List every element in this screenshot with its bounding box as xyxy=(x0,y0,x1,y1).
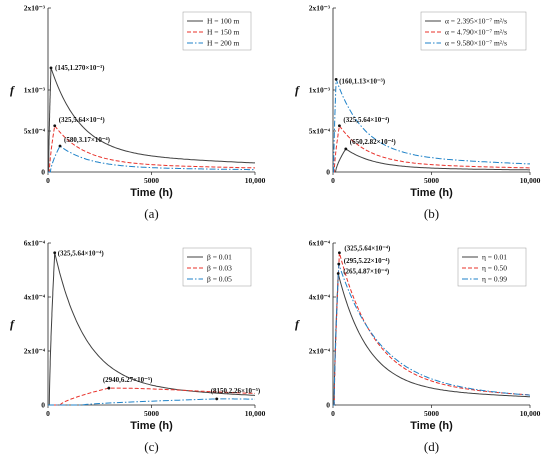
panel-b: 0 5x10⁻⁴ 1x10⁻³ 2x10⁻³ 0 5000 10,000 Time (h) f (… xyxy=(295,4,541,222)
y-tick-label: 2x10⁻⁴ xyxy=(24,347,46,356)
y-tick-label: 2x10⁻³ xyxy=(24,4,46,13)
legend-label: β = 0.01 xyxy=(207,253,232,262)
x-tick-label: 5000 xyxy=(144,409,159,418)
peak-marker xyxy=(334,77,338,81)
series-line xyxy=(333,273,530,406)
y-tick-label: 2x10⁻⁴ xyxy=(309,347,331,356)
peak-marker xyxy=(107,386,111,390)
peak-annotation: (295,5.22×10⁻⁴) xyxy=(344,257,391,265)
legend-box xyxy=(182,11,252,51)
peak-marker xyxy=(338,251,341,255)
peak-annotation: (2940,6.27×10⁻⁵) xyxy=(103,376,153,384)
peak-annotation: (580,3.17×10⁻⁴) xyxy=(64,136,111,144)
legend-box xyxy=(182,247,252,287)
x-tick-label: 5000 xyxy=(424,409,439,418)
y-tick-label: 6x10⁻⁴ xyxy=(24,239,46,248)
x-tick-label: 0 xyxy=(46,176,50,185)
legend-label: H = 200 m xyxy=(207,39,240,48)
peak-marker xyxy=(337,262,341,266)
peak-annotation: (325,5.64×10⁻⁴) xyxy=(343,116,390,124)
legend-label: H = 100 m xyxy=(207,17,240,26)
peak-annotation: (325,5.64×10⁻⁴) xyxy=(58,250,105,258)
panel-caption: (b) xyxy=(424,206,439,221)
legend-label: α = 4.790×10⁻⁷ m²/s xyxy=(445,28,507,37)
panel-caption: (d) xyxy=(424,439,439,454)
y-tick-label: 1x10⁻³ xyxy=(24,86,46,95)
legend-box xyxy=(457,247,527,287)
peak-annotation: (325,5.64×10⁻⁴) xyxy=(59,116,106,124)
legend-label: α = 2.395×10⁻⁷ m²/s xyxy=(445,17,507,26)
legend-label: η = 0.99 xyxy=(482,275,507,284)
x-tick-label: 0 xyxy=(331,176,335,185)
x-tick-label: 5000 xyxy=(424,176,439,185)
series-line xyxy=(333,148,530,173)
legend-label: α = 9.580×10⁻⁷ m²/s xyxy=(445,39,507,48)
x-tick-label: 10,000 xyxy=(520,176,541,185)
peak-annotation: (265,4.87×10⁻⁴) xyxy=(343,268,390,276)
peak-annotation: (145,1.270×10⁻³) xyxy=(55,64,105,72)
peak-annotation: (8150,2.26×10⁻⁵) xyxy=(211,387,261,395)
peak-marker xyxy=(53,124,57,128)
y-tick-label: 2x10⁻³ xyxy=(309,4,331,13)
y-tick-label: 1x10⁻³ xyxy=(309,86,331,95)
series-line xyxy=(333,79,530,173)
legend-label: β = 0.03 xyxy=(207,264,232,273)
series-line xyxy=(48,124,255,173)
x-axis-label: Time (h) xyxy=(130,420,173,432)
peak-marker xyxy=(338,124,341,128)
x-tick-label: 10,000 xyxy=(520,409,541,418)
series-line xyxy=(48,252,256,406)
y-tick-label: 5x10⁻⁴ xyxy=(309,127,331,136)
legend-label: H = 150 m xyxy=(207,28,240,37)
x-axis-label: Time (h) xyxy=(410,187,453,199)
legend-label: β = 0.05 xyxy=(207,275,232,284)
series-line xyxy=(48,67,255,173)
peak-annotation: (325,5.64×10⁻⁴) xyxy=(344,245,391,253)
peak-marker xyxy=(49,66,53,70)
legend-label: η = 0.01 xyxy=(482,253,507,262)
panel-d: 0 2x10⁻⁴ 4x10⁻⁴ 6x10⁻⁴ 0 5000 10,000 Time (h) f (… xyxy=(295,239,541,455)
y-axis-label: f xyxy=(10,83,15,97)
panel-caption: (a) xyxy=(144,206,158,221)
y-tick-label: 0 xyxy=(41,168,45,177)
y-tick-label: 0 xyxy=(41,401,45,410)
peak-marker xyxy=(53,251,57,255)
x-axis-label: Time (h) xyxy=(410,420,453,432)
y-tick-label: 0 xyxy=(326,168,330,177)
panel-c: 0 2x10⁻⁴ 4x10⁻⁴ 6x10⁻⁴ 0 5000 10,000 Time (h) f (… xyxy=(10,239,266,455)
x-tick-label: 5000 xyxy=(144,176,159,185)
x-tick-label: 10,000 xyxy=(245,176,266,185)
y-tick-label: 0 xyxy=(326,401,330,410)
panel-caption: (c) xyxy=(144,439,158,454)
y-axis-label: f xyxy=(295,317,300,331)
peak-marker xyxy=(336,272,340,275)
y-tick-label: 4x10⁻⁴ xyxy=(309,293,331,302)
y-axis-label: f xyxy=(10,317,15,331)
panel-a: 0 5x10⁻⁴ 1x10⁻³ 2x10⁻³ 0 5000 10,000 Time (h) f (… xyxy=(10,4,266,222)
series-line xyxy=(333,263,531,406)
y-axis-label: f xyxy=(295,83,300,97)
x-tick-label: 0 xyxy=(46,409,50,418)
y-tick-label: 6x10⁻⁴ xyxy=(309,239,331,248)
series-line xyxy=(48,398,255,406)
y-tick-label: 4x10⁻⁴ xyxy=(24,293,46,302)
legend-box xyxy=(420,11,527,51)
series-line xyxy=(333,124,530,173)
y-tick-label: 5x10⁻⁴ xyxy=(24,127,46,136)
x-tick-label: 10,000 xyxy=(245,409,266,418)
series-line xyxy=(48,387,255,406)
x-tick-label: 0 xyxy=(331,409,335,418)
series-line xyxy=(48,145,255,173)
peak-annotation: (650,2.82×10⁻⁴) xyxy=(350,138,397,146)
peak-marker xyxy=(215,397,219,401)
legend-label: η = 0.50 xyxy=(482,264,507,273)
peak-annotation: (160,1.13×10⁻³) xyxy=(339,77,386,85)
peak-marker xyxy=(58,144,62,148)
x-axis-label: Time (h) xyxy=(130,187,173,199)
peak-marker xyxy=(344,147,348,151)
